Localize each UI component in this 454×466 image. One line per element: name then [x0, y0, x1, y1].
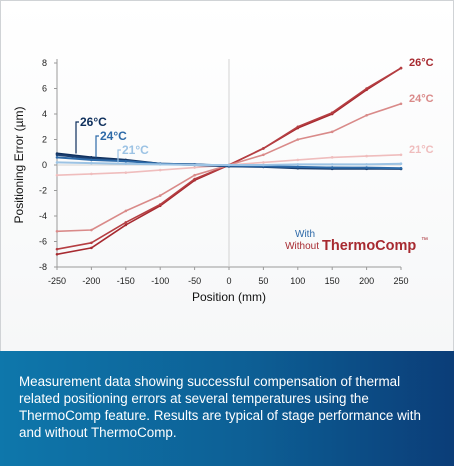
data-point-21c-with: [193, 163, 196, 167]
y-tick-label: -4: [39, 211, 47, 221]
data-point-26c-without: [124, 221, 128, 224]
data-point-24c-without: [262, 153, 265, 157]
data-point-24c-without: [90, 228, 93, 232]
start-label: 24°C: [100, 129, 127, 143]
x-tick-label: 200: [359, 276, 374, 286]
data-point-26c-without: [262, 147, 265, 150]
legend-trademark: ™: [421, 237, 428, 244]
x-tick-label: 0: [226, 276, 231, 286]
y-tick-label: 8: [42, 58, 47, 68]
data-point-24c-without: [55, 230, 59, 233]
y-tick-label: 2: [42, 135, 47, 145]
legend-with-label: With: [295, 229, 315, 240]
series-lines: [55, 66, 403, 256]
data-point-21c-with: [227, 163, 231, 167]
data-point-21c-with: [124, 162, 128, 166]
data-point-24c-with: [55, 156, 59, 159]
y-tick-label: 0: [42, 160, 47, 170]
data-point-26c-without: [158, 203, 162, 206]
start-label: 21°C: [122, 143, 149, 157]
data-point-26c-without: [90, 241, 93, 245]
data-point-21c-without: [365, 154, 368, 158]
data-point-24c-without: [296, 138, 300, 141]
data-point-21c-without: [55, 173, 59, 177]
data-point-26c-without: [55, 252, 59, 256]
data-point-26c-without: [330, 111, 334, 115]
x-tick-label: 250: [393, 276, 408, 286]
y-axis-title: Positioning Error (µm): [12, 107, 26, 224]
y-tick-label: 6: [42, 84, 47, 94]
x-tick-label: 100: [290, 276, 305, 286]
series-labels: 26°C24°C21°C26°C24°C21°C: [75, 57, 434, 163]
label-leader-line: [117, 149, 121, 163]
data-point-26c-without: [90, 246, 93, 250]
chart-area: 8 6 4 2 0 -2 -4 -6 -8 -250 -200 -150 -100 -50 0 50 100 15…: [1, 1, 453, 351]
data-point-21c-with: [262, 163, 265, 167]
y-tick-label: -2: [39, 186, 47, 196]
data-point-24c-without: [365, 113, 368, 117]
axes: 8 6 4 2 0 -2 -4 -6 -8-250 -200 -150 -100 -50 0 50 100 15…: [12, 58, 409, 304]
label-leader-line: [95, 135, 99, 158]
data-point-21c-without: [158, 168, 162, 172]
figure-caption: Measurement data showing successful comp…: [0, 351, 454, 466]
data-point-24c-without: [158, 194, 162, 197]
x-tick-label: -50: [188, 276, 201, 286]
data-point-21c-without: [330, 156, 334, 159]
x-tick-label: -100: [151, 276, 169, 286]
end-label: 21°C: [409, 144, 434, 156]
data-point-24c-with: [296, 165, 300, 169]
data-point-24c-without: [330, 130, 334, 134]
data-point-21c-with: [399, 162, 403, 166]
data-point-24c-without: [193, 173, 196, 177]
x-axis-title: Position (mm): [192, 290, 266, 304]
legend-brand: ThermoComp: [322, 238, 416, 254]
data-point-21c-with: [365, 163, 368, 166]
data-point-21c-with: [55, 161, 59, 164]
data-point-24c-without: [399, 102, 403, 106]
data-point-24c-without: [124, 209, 128, 213]
y-tick-label: 4: [42, 109, 47, 119]
data-point-26c-without: [55, 247, 59, 251]
data-point-21c-without: [296, 158, 300, 162]
caption-text: Measurement data showing successful comp…: [19, 374, 421, 440]
y-tick-label: -6: [39, 237, 47, 247]
positioning-error-chart: 8 6 4 2 0 -2 -4 -6 -8-250 -200 -150 -100 -50 0 50 100 15…: [12, 57, 434, 304]
data-point-21c-without: [193, 166, 196, 169]
x-tick-label: -200: [82, 276, 100, 286]
data-point-26c-without: [365, 87, 368, 90]
data-point-21c-with: [158, 163, 162, 166]
data-point-24c-with: [399, 166, 403, 170]
data-point-21c-without: [262, 161, 265, 164]
x-tick-label: -150: [117, 276, 135, 286]
data-point-21c-without: [399, 153, 403, 157]
x-tick-label: 150: [325, 276, 340, 286]
end-label: 24°C: [409, 93, 434, 105]
data-point-21c-without: [90, 172, 93, 176]
data-point-21c-with: [330, 163, 334, 166]
label-leader-line: [75, 121, 79, 154]
data-point-24c-with: [330, 166, 334, 169]
data-point-24c-with: [365, 166, 368, 169]
data-point-24c-with: [124, 159, 128, 163]
y-tick-label: -8: [39, 262, 47, 272]
x-tick-label: -250: [48, 276, 66, 286]
data-point-26c-without: [296, 125, 300, 129]
data-point-24c-with: [90, 158, 93, 162]
data-point-26c-without: [193, 177, 196, 181]
legend-without-label: Without: [285, 241, 319, 252]
data-point-26c-without: [124, 223, 128, 227]
data-point-26c-with: [55, 153, 59, 157]
data-point-26c-without: [399, 66, 403, 70]
x-tick-label: 50: [258, 276, 268, 286]
end-label: 26°C: [409, 57, 434, 69]
data-point-21c-with: [90, 161, 93, 165]
data-point-21c-with: [296, 163, 300, 166]
start-label: 26°C: [80, 115, 107, 129]
data-point-21c-without: [124, 171, 128, 174]
